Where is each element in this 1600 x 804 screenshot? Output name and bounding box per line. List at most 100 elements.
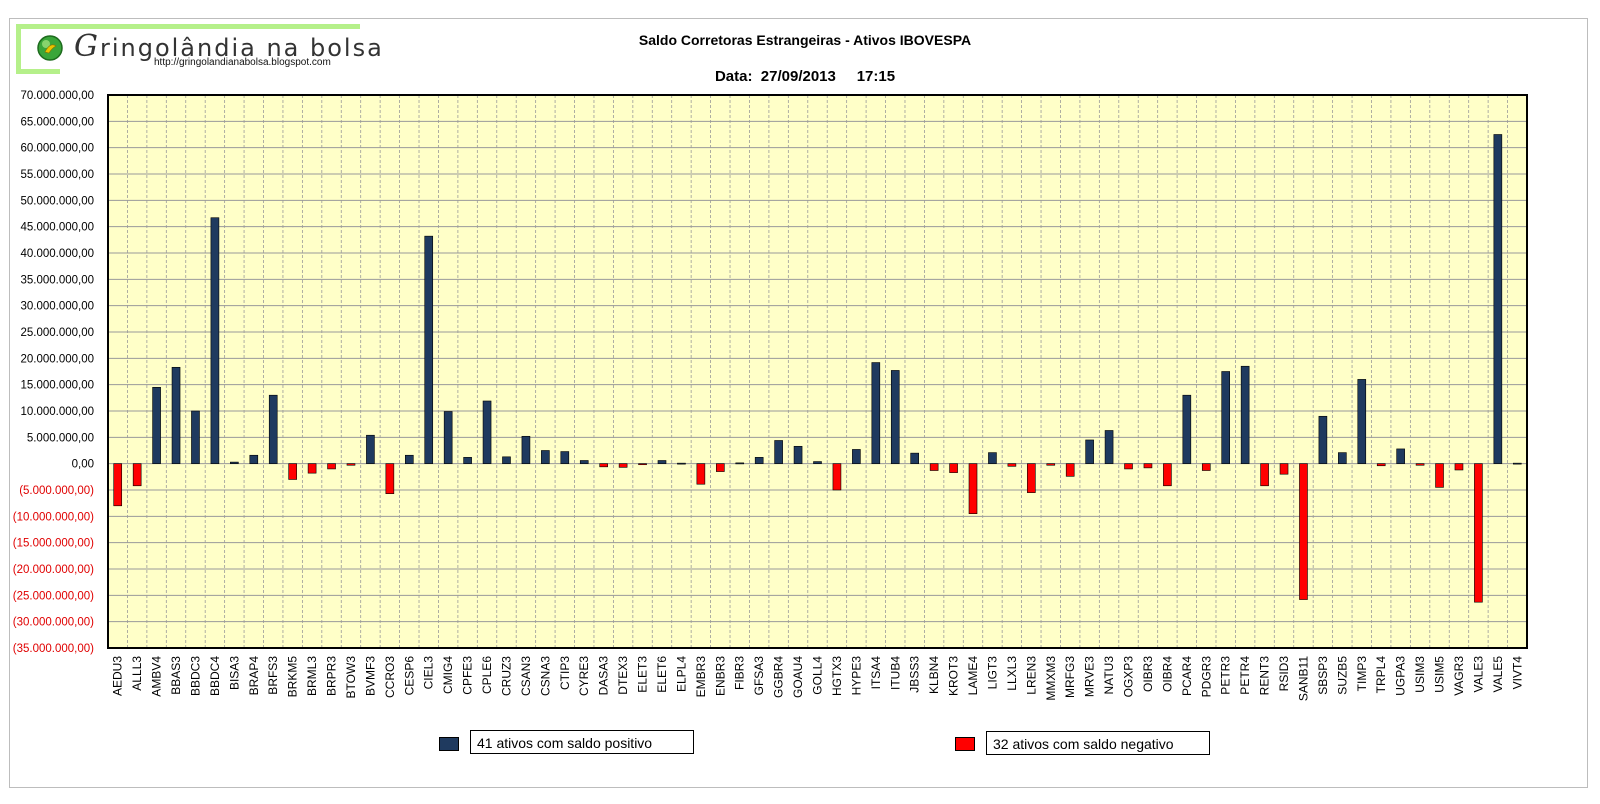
x-tick-label: JBSS3	[908, 656, 922, 693]
logo: Gringolândia na bolsa http://gringolandi…	[16, 24, 382, 74]
bar	[968, 463, 978, 514]
x-tick-label: OGXP3	[1122, 656, 1136, 698]
x-tick-label: DTEX3	[616, 656, 630, 695]
plot-area	[108, 95, 1527, 648]
y-tick-label: 70.000.000,00	[20, 90, 94, 102]
bar	[327, 463, 336, 470]
x-tick-label: ITSA4	[869, 656, 883, 690]
y-tick-label: 25.000.000,00	[20, 327, 94, 339]
bar	[541, 450, 550, 464]
bar	[1415, 463, 1425, 466]
bar	[813, 461, 822, 464]
logo-bar-left	[16, 24, 21, 74]
bar	[1474, 463, 1483, 603]
bar	[171, 366, 181, 464]
y-tick-label: 35.000.000,00	[20, 274, 94, 286]
bar	[1065, 463, 1075, 477]
x-tick-label: ELET6	[655, 656, 669, 693]
bar	[1435, 463, 1444, 488]
logo-title-text: ringolândia na bolsa	[99, 34, 384, 62]
x-tick-label: MRVE3	[1083, 656, 1097, 697]
y-tick-label: (20.000.000,00)	[13, 564, 94, 576]
bar	[1376, 463, 1386, 467]
bar	[1104, 430, 1114, 464]
x-tick-label: BRKM5	[286, 656, 300, 698]
bar	[1143, 463, 1153, 469]
x-tick-label: GOAU4	[791, 656, 805, 698]
bar	[1454, 463, 1464, 471]
bar	[871, 362, 881, 464]
x-tick-label: TRPL4	[1374, 656, 1388, 694]
x-tick-label: CTIP3	[558, 656, 572, 690]
bar	[1027, 463, 1036, 493]
x-tick-label: PCAR4	[1180, 656, 1194, 696]
x-tick-label: NATU3	[1102, 656, 1116, 695]
bar	[288, 463, 297, 480]
y-tick-label: 60.000.000,00	[20, 143, 94, 155]
bar	[424, 235, 434, 464]
x-tick-label: BVMF3	[363, 656, 377, 696]
globe-leaf-icon	[37, 35, 63, 61]
y-tick-label: 5.000.000,00	[27, 432, 94, 444]
x-tick-label: AEDU3	[111, 656, 125, 696]
bar	[1221, 371, 1231, 464]
x-tick-label: CMIG4	[441, 656, 455, 694]
bar	[1396, 448, 1405, 464]
bar	[249, 454, 259, 464]
x-tick-label: PDGR3	[1199, 656, 1213, 698]
y-tick-label: 40.000.000,00	[20, 248, 94, 260]
x-tick-label: FIBR3	[733, 656, 747, 690]
bar	[1299, 463, 1308, 600]
x-tick-label: CESP6	[402, 656, 416, 696]
bar	[657, 460, 667, 464]
x-tick-label: CIEL3	[422, 656, 436, 690]
x-tick-label: BRFS3	[266, 656, 280, 695]
x-tick-label: CPLE6	[480, 656, 494, 694]
bar	[1046, 463, 1056, 466]
x-tick-label: ENBR3	[713, 656, 727, 696]
y-tick-label: (35.000.000,00)	[13, 643, 94, 655]
x-tick-label: CCRO3	[383, 656, 397, 698]
y-tick-label: 65.000.000,00	[20, 116, 94, 128]
bar	[832, 463, 842, 491]
y-tick-label: 20.000.000,00	[20, 353, 94, 365]
bar	[1493, 134, 1503, 464]
x-tick-label: HYPE3	[849, 656, 863, 696]
bar	[560, 451, 570, 464]
bar	[696, 463, 706, 485]
legend-swatch-negative	[955, 737, 975, 751]
logo-url[interactable]: http://gringolandianabolsa.blogspot.com	[154, 57, 331, 68]
x-tick-label: BTOW3	[344, 656, 358, 699]
bar	[618, 463, 628, 468]
x-tick-label: CYRE3	[577, 656, 591, 696]
x-tick-label: LAME4	[966, 656, 980, 696]
bar	[793, 445, 803, 464]
bar	[210, 217, 220, 464]
x-tick-label: MRFG3	[1063, 656, 1077, 698]
x-tick-label: OIBR4	[1160, 656, 1174, 692]
bar	[385, 463, 395, 494]
x-tick-label: VAGR3	[1452, 656, 1466, 696]
bar	[579, 460, 589, 464]
bar	[1260, 463, 1269, 487]
x-tick-label: RENT3	[1258, 656, 1272, 696]
bar	[443, 411, 453, 464]
bar	[910, 452, 919, 464]
x-tick-label: EMBR3	[694, 656, 708, 698]
x-tick-label: ELET3	[636, 656, 650, 693]
bar	[404, 454, 414, 464]
x-tick-label: SBSP3	[1316, 656, 1330, 695]
x-tick-label: BRAP4	[247, 656, 261, 696]
x-tick-label: LREN3	[1024, 656, 1038, 695]
x-tick-label: TIMP3	[1355, 656, 1369, 692]
bar	[1279, 463, 1289, 475]
legend-swatch-positive	[439, 737, 459, 751]
bar	[307, 463, 317, 474]
x-tick-label: PETR4	[1238, 656, 1252, 695]
bar	[1085, 439, 1094, 464]
x-tick-label: VIVT4	[1510, 656, 1524, 690]
bar	[463, 457, 472, 464]
x-tick-label: LLXL3	[1005, 656, 1019, 691]
logo-bar-top	[16, 24, 360, 29]
x-tick-label: HGTX3	[830, 656, 844, 696]
